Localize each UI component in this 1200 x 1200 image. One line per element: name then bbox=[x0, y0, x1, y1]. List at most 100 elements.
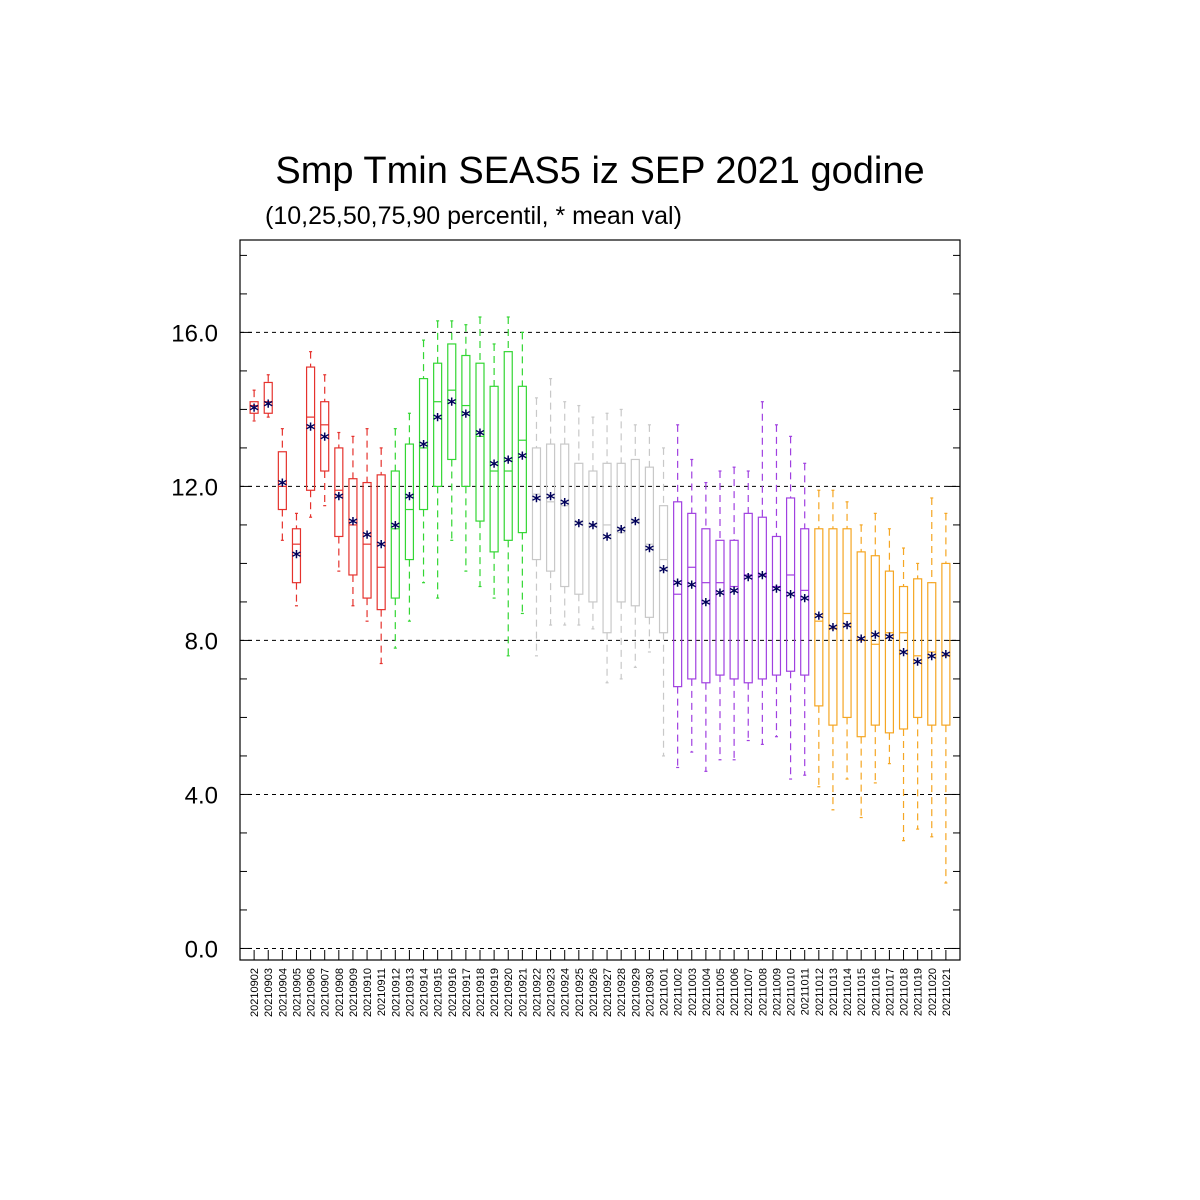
mean-marker: * bbox=[560, 495, 570, 516]
x-tick-label: 20210904 bbox=[277, 968, 289, 1017]
x-tick-label: 20210905 bbox=[291, 968, 303, 1017]
x-tick-label: 20210928 bbox=[616, 968, 628, 1017]
mean-marker: * bbox=[814, 608, 824, 629]
x-tick-label: 20210922 bbox=[531, 968, 543, 1017]
mean-marker: * bbox=[645, 541, 655, 562]
mean-marker: * bbox=[659, 562, 669, 583]
x-tick-label: 20211015 bbox=[856, 968, 868, 1016]
box-iqr bbox=[744, 513, 752, 682]
x-tick-label: 20210918 bbox=[475, 968, 487, 1017]
mean-marker: * bbox=[687, 578, 697, 599]
x-tick-label: 20210930 bbox=[644, 968, 656, 1017]
x-tick-label: 20210906 bbox=[306, 968, 318, 1017]
x-tick-label: 20211006 bbox=[729, 968, 741, 1016]
x-tick-label: 20210910 bbox=[362, 968, 374, 1017]
mean-marker: * bbox=[504, 452, 514, 473]
mean-marker: * bbox=[461, 406, 471, 427]
x-tick-label: 20210920 bbox=[503, 968, 515, 1017]
x-tick-label: 20210917 bbox=[461, 968, 473, 1017]
mean-marker: * bbox=[913, 655, 923, 676]
x-tick-label: 20210916 bbox=[447, 968, 459, 1017]
mean-marker: * bbox=[616, 522, 626, 543]
y-tick-label: 16.0 bbox=[171, 320, 218, 347]
mean-marker: * bbox=[405, 489, 415, 510]
mean-marker: * bbox=[758, 568, 768, 589]
mean-marker: * bbox=[419, 437, 429, 458]
mean-marker: * bbox=[249, 400, 259, 421]
mean-marker: * bbox=[574, 516, 584, 537]
x-tick-label: 20210912 bbox=[390, 968, 402, 1017]
x-tick-label: 20211018 bbox=[899, 968, 911, 1016]
x-tick-label: 20211017 bbox=[884, 968, 896, 1016]
mean-marker: * bbox=[941, 647, 951, 668]
x-tick-label: 20211014 bbox=[842, 968, 854, 1016]
box-iqr bbox=[716, 540, 724, 675]
x-tick-label: 20211004 bbox=[701, 968, 713, 1016]
box-iqr bbox=[772, 536, 780, 675]
y-tick-label: 0.0 bbox=[185, 936, 218, 963]
mean-marker: * bbox=[871, 628, 881, 649]
mean-marker: * bbox=[631, 514, 641, 535]
box-iqr bbox=[885, 571, 893, 733]
mean-marker: * bbox=[927, 649, 937, 670]
mean-marker: * bbox=[489, 456, 499, 477]
mean-marker: * bbox=[602, 529, 612, 550]
box-iqr bbox=[758, 517, 766, 679]
box-iqr bbox=[730, 540, 738, 679]
mean-marker: * bbox=[532, 491, 542, 512]
mean-marker: * bbox=[376, 537, 386, 558]
plot-frame bbox=[240, 240, 960, 960]
x-tick-label: 20210925 bbox=[574, 968, 586, 1017]
x-tick-label: 20210903 bbox=[263, 968, 275, 1017]
x-tick-label: 20210923 bbox=[546, 968, 558, 1017]
box-iqr bbox=[914, 579, 922, 718]
x-tick-label: 20210929 bbox=[630, 968, 642, 1017]
mean-marker: * bbox=[348, 514, 358, 535]
box-iqr bbox=[787, 498, 795, 671]
mean-marker: * bbox=[334, 489, 344, 510]
x-tick-label: 20210915 bbox=[433, 968, 445, 1017]
y-tick-label: 4.0 bbox=[185, 782, 218, 809]
x-tick-label: 20210921 bbox=[517, 968, 529, 1017]
x-tick-label: 20211007 bbox=[743, 968, 755, 1016]
mean-marker: * bbox=[447, 395, 457, 416]
x-tick-label: 20210927 bbox=[602, 968, 614, 1017]
mean-marker: * bbox=[744, 570, 754, 591]
x-tick-label: 20210913 bbox=[404, 968, 416, 1017]
x-tick-label: 20210907 bbox=[320, 968, 332, 1017]
mean-marker: * bbox=[772, 581, 782, 602]
x-tick-label: 20211020 bbox=[927, 968, 939, 1016]
x-tick-label: 20210926 bbox=[588, 968, 600, 1017]
mean-marker: * bbox=[306, 420, 316, 441]
mean-marker: * bbox=[828, 620, 838, 641]
x-tick-label: 20211005 bbox=[715, 968, 727, 1016]
x-tick-label: 20210909 bbox=[348, 968, 360, 1017]
box-iqr bbox=[942, 563, 950, 725]
x-tick-label: 20211016 bbox=[870, 968, 882, 1016]
x-tick-label: 20211013 bbox=[828, 968, 840, 1016]
mean-marker: * bbox=[885, 630, 895, 651]
y-tick-label: 8.0 bbox=[185, 628, 218, 655]
mean-marker: * bbox=[842, 618, 852, 639]
mean-marker: * bbox=[701, 595, 711, 616]
x-tick-label: 20211003 bbox=[687, 968, 699, 1016]
mean-marker: * bbox=[588, 518, 598, 539]
mean-marker: * bbox=[518, 449, 528, 470]
x-tick-label: 20211011 bbox=[800, 968, 812, 1015]
mean-marker: * bbox=[856, 632, 866, 653]
x-tick-label: 20210902 bbox=[249, 968, 261, 1017]
x-tick-label: 20210914 bbox=[419, 968, 431, 1017]
box-iqr bbox=[504, 352, 512, 541]
mean-marker: * bbox=[264, 397, 274, 418]
x-tick-label: 20211010 bbox=[786, 968, 798, 1016]
mean-marker: * bbox=[362, 528, 372, 549]
mean-marker: * bbox=[546, 489, 556, 510]
mean-marker: * bbox=[786, 587, 796, 608]
mean-marker: * bbox=[729, 583, 739, 604]
x-tick-label: 20210919 bbox=[489, 968, 501, 1017]
x-tick-label: 20210908 bbox=[334, 968, 346, 1017]
x-tick-label: 20211002 bbox=[673, 968, 685, 1016]
x-tick-label: 20211001 bbox=[659, 968, 671, 1016]
x-tick-label: 20211021 bbox=[941, 968, 953, 1016]
